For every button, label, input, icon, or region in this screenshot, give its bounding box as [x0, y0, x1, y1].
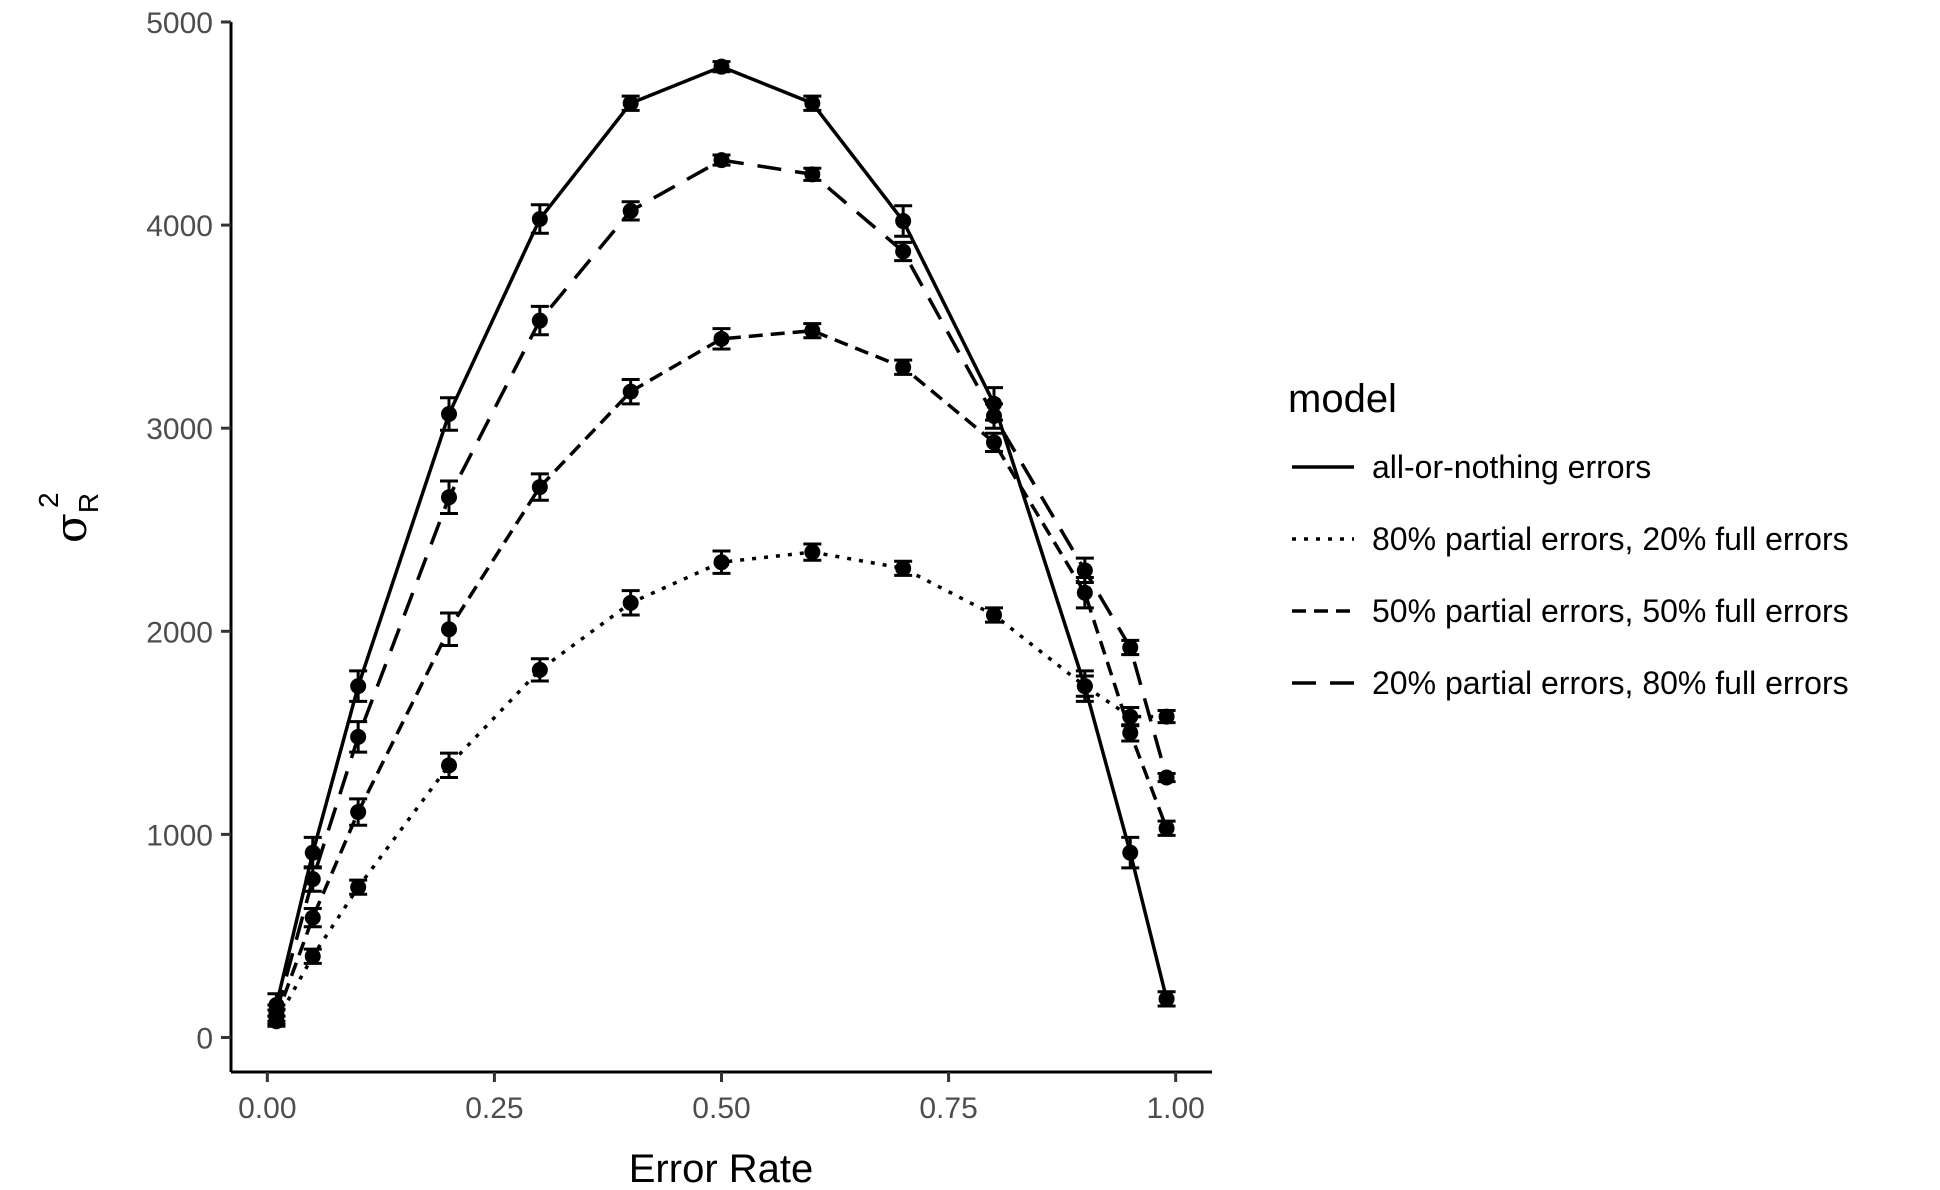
data-point [304, 948, 321, 965]
data-point [713, 554, 730, 571]
data-point [1122, 724, 1139, 741]
data-point [622, 383, 639, 400]
data-point [304, 844, 321, 861]
data-point [713, 152, 730, 169]
data-point [350, 678, 367, 695]
legend-label: 80% partial errors, 20% full errors [1372, 521, 1849, 557]
data-point [350, 879, 367, 896]
y-axis-symbol: σ [46, 513, 97, 543]
legend-label: all-or-nothing errors [1372, 449, 1651, 485]
legend-item: 20% partial errors, 80% full errors [1292, 665, 1849, 701]
legend: model all-or-nothing errors 80% partial e… [1288, 377, 1849, 701]
legend-item: all-or-nothing errors [1292, 449, 1651, 485]
legend-label: 50% partial errors, 50% full errors [1372, 593, 1849, 629]
data-point [441, 757, 457, 774]
series-group [267, 542, 1176, 1030]
data-point [986, 408, 1002, 425]
x-tick-label: 0.25 [465, 1092, 523, 1125]
data-point [804, 322, 821, 339]
series-group [267, 152, 1176, 1023]
data-point [895, 243, 912, 260]
legend-label: 20% partial errors, 80% full errors [1372, 665, 1849, 701]
data-point [304, 871, 321, 888]
y-tick-label: 3000 [146, 413, 213, 446]
series-group [267, 322, 1176, 1026]
data-point [622, 95, 639, 112]
data-point [1122, 844, 1139, 861]
series-line [274, 64, 1169, 1006]
x-tick-label: 0.00 [238, 1092, 296, 1125]
data-point [804, 95, 821, 112]
legend-item: 80% partial errors, 20% full errors [1292, 521, 1849, 557]
data-point [1158, 820, 1175, 837]
data-point [1122, 639, 1139, 656]
y-axis-title: σR 2 [33, 492, 104, 543]
data-point [531, 211, 548, 228]
legend-title: model [1288, 377, 1397, 421]
y-axis-subscript: R [73, 493, 104, 513]
data-point [441, 405, 457, 422]
series-group [267, 58, 1176, 1018]
data-point [1158, 708, 1175, 725]
data-point [895, 560, 912, 577]
data-point [441, 621, 457, 638]
data-point [713, 330, 730, 347]
data-point [804, 166, 821, 183]
series-line [274, 328, 1169, 1018]
data-point [986, 434, 1002, 451]
data-point [713, 58, 730, 75]
data-point [1122, 708, 1139, 725]
plot-area [267, 58, 1176, 1030]
x-tick-label: 0.50 [692, 1092, 750, 1125]
x-axis-ticks: 0.00 0.25 0.50 0.75 1.00 [238, 1072, 1205, 1125]
data-point [986, 607, 1002, 624]
data-point [531, 661, 548, 678]
data-point [441, 489, 457, 506]
data-point [268, 1005, 285, 1022]
svg-text:σR: σR [46, 493, 104, 543]
data-point [895, 359, 912, 376]
data-point [1158, 769, 1175, 786]
x-tick-label: 1.00 [1146, 1092, 1204, 1125]
data-point [622, 202, 639, 219]
series-line [274, 158, 1169, 1014]
y-tick-label: 2000 [146, 616, 213, 649]
series-line [274, 550, 1167, 1023]
legend-items: all-or-nothing errors 80% partial errors,… [1292, 449, 1849, 701]
y-tick-label: 4000 [146, 210, 213, 243]
data-point [1076, 678, 1093, 695]
y-axis-ticks: 0 1000 2000 3000 4000 5000 [146, 7, 231, 1055]
data-point [531, 312, 548, 329]
data-point [350, 728, 367, 745]
data-point [304, 909, 321, 926]
x-tick-label: 0.75 [919, 1092, 977, 1125]
y-tick-label: 5000 [146, 7, 213, 40]
legend-item: 50% partial errors, 50% full errors [1292, 593, 1849, 629]
data-point [350, 804, 367, 821]
data-point [804, 544, 821, 561]
data-point [1076, 562, 1093, 579]
data-point [1076, 584, 1093, 601]
y-axis-superscript: 2 [33, 492, 64, 508]
data-point [622, 594, 639, 611]
y-tick-label: 1000 [146, 819, 213, 852]
data-point [895, 213, 912, 230]
data-point [531, 479, 548, 496]
x-axis-title: Error Rate [629, 1147, 814, 1190]
data-point [1158, 990, 1175, 1007]
y-tick-label: 0 [196, 1022, 213, 1055]
